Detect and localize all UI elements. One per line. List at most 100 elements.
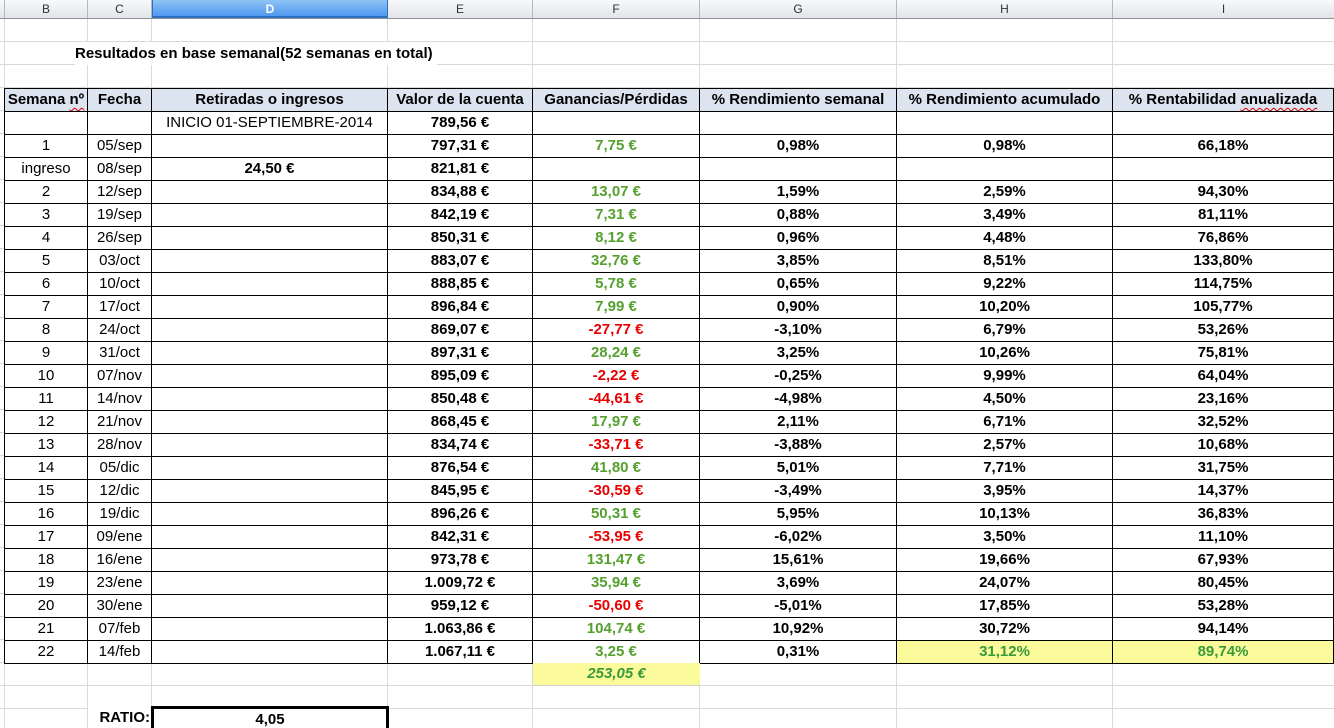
cell-weekly-return[interactable]: -4,98% <box>700 388 897 411</box>
cell-deposit[interactable] <box>152 618 388 641</box>
cell-date[interactable]: 07/nov <box>88 365 152 388</box>
cell-accumulated-return[interactable] <box>897 112 1113 135</box>
cell-accumulated-return[interactable]: 10,26% <box>897 342 1113 365</box>
cell-deposit[interactable] <box>152 135 388 158</box>
cell-annualized-return[interactable]: 53,28% <box>1113 595 1334 618</box>
header-valor[interactable]: Valor de la cuenta <box>388 89 533 112</box>
cell-week[interactable]: 8 <box>5 319 88 342</box>
cell-annualized-return[interactable]: 67,93% <box>1113 549 1334 572</box>
cell-date[interactable]: 12/dic <box>88 480 152 503</box>
cell-date[interactable]: 07/feb <box>88 618 152 641</box>
cell-week[interactable]: 17 <box>5 526 88 549</box>
cell-weekly-return[interactable]: -3,49% <box>700 480 897 503</box>
cell-deposit[interactable] <box>152 434 388 457</box>
cell-annualized-return[interactable]: 32,52% <box>1113 411 1334 434</box>
cell-week[interactable]: ingreso <box>5 158 88 181</box>
cell-accumulated-return[interactable]: 7,71% <box>897 457 1113 480</box>
cell-date[interactable]: 14/feb <box>88 641 152 664</box>
cell-account-value[interactable]: 868,45 € <box>388 411 533 434</box>
column-header-I[interactable]: I <box>1113 0 1334 18</box>
cell-accumulated-return[interactable]: 24,07% <box>897 572 1113 595</box>
cell-deposit[interactable] <box>152 250 388 273</box>
cell-account-value[interactable]: 869,07 € <box>388 319 533 342</box>
cell-deposit[interactable] <box>152 503 388 526</box>
cell-date[interactable]: 17/oct <box>88 296 152 319</box>
cell-week[interactable]: 15 <box>5 480 88 503</box>
cell-annualized-return[interactable]: 23,16% <box>1113 388 1334 411</box>
cell-gain-loss[interactable]: -2,22 € <box>533 365 700 388</box>
cell-deposit[interactable] <box>152 227 388 250</box>
cell-date[interactable]: 30/ene <box>88 595 152 618</box>
cell-deposit[interactable] <box>152 480 388 503</box>
cell-date[interactable]: 05/dic <box>88 457 152 480</box>
cell-deposit[interactable] <box>152 411 388 434</box>
cell-weekly-return[interactable]: 0,31% <box>700 641 897 664</box>
cell-account-value[interactable]: 895,09 € <box>388 365 533 388</box>
cell-account-value[interactable]: 959,12 € <box>388 595 533 618</box>
cell-annualized-return[interactable]: 75,81% <box>1113 342 1334 365</box>
cell-account-value[interactable]: 789,56 € <box>388 112 533 135</box>
column-header-C[interactable]: C <box>88 0 152 18</box>
cell-weekly-return[interactable]: -3,10% <box>700 319 897 342</box>
cell-weekly-return[interactable]: 5,01% <box>700 457 897 480</box>
cell-date[interactable]: 31/oct <box>88 342 152 365</box>
cell-gain-loss[interactable]: 7,99 € <box>533 296 700 319</box>
header-rentabilidad[interactable]: % Rentabilidad anualizada <box>1113 89 1334 112</box>
cell-gain-loss[interactable]: 8,12 € <box>533 227 700 250</box>
header-ganancias[interactable]: Ganancias/Pérdidas <box>533 89 700 112</box>
cell-annualized-return[interactable] <box>1113 158 1334 181</box>
cell-account-value[interactable]: 897,31 € <box>388 342 533 365</box>
cell-gain-loss[interactable]: -50,60 € <box>533 595 700 618</box>
cell-annualized-return[interactable]: 81,11% <box>1113 204 1334 227</box>
cell-account-value[interactable]: 850,31 € <box>388 227 533 250</box>
cell-gain-loss[interactable]: 28,24 € <box>533 342 700 365</box>
cell-annualized-return[interactable]: 94,14% <box>1113 618 1334 641</box>
cell-date[interactable]: 12/sep <box>88 181 152 204</box>
cell-annualized-return[interactable]: 64,04% <box>1113 365 1334 388</box>
cell-week[interactable]: 9 <box>5 342 88 365</box>
cell-week[interactable]: 5 <box>5 250 88 273</box>
cell-annualized-return[interactable]: 105,77% <box>1113 296 1334 319</box>
cell-weekly-return[interactable]: -0,25% <box>700 365 897 388</box>
cell-week[interactable]: 3 <box>5 204 88 227</box>
sheet-title[interactable]: Resultados en base semanal(52 semanas en… <box>75 42 437 65</box>
column-header-F[interactable]: F <box>533 0 700 18</box>
cell-gain-loss[interactable]: -44,61 € <box>533 388 700 411</box>
cell-account-value[interactable]: 896,26 € <box>388 503 533 526</box>
cell-date[interactable]: 08/sep <box>88 158 152 181</box>
cell-accumulated-return[interactable]: 2,59% <box>897 181 1113 204</box>
cell-accumulated-return[interactable]: 10,13% <box>897 503 1113 526</box>
cell-account-value[interactable]: 821,81 € <box>388 158 533 181</box>
header-fecha[interactable]: Fecha <box>88 89 152 112</box>
cell-gain-loss[interactable]: 17,97 € <box>533 411 700 434</box>
cell-accumulated-return[interactable]: 8,51% <box>897 250 1113 273</box>
cell-date[interactable]: 28/nov <box>88 434 152 457</box>
cell-annualized-return[interactable]: 94,30% <box>1113 181 1334 204</box>
cell-gain-loss[interactable]: 32,76 € <box>533 250 700 273</box>
cell-annualized-return[interactable]: 14,37% <box>1113 480 1334 503</box>
cell-week[interactable]: 13 <box>5 434 88 457</box>
cell-annualized-return[interactable]: 10,68% <box>1113 434 1334 457</box>
cell-deposit[interactable] <box>152 319 388 342</box>
cell-accumulated-return[interactable]: 4,50% <box>897 388 1113 411</box>
cell-annualized-return[interactable]: 133,80% <box>1113 250 1334 273</box>
header-rendimiento-acumulado[interactable]: % Rendimiento acumulado <box>897 89 1113 112</box>
cell-week[interactable]: 11 <box>5 388 88 411</box>
cell-accumulated-return[interactable]: 17,85% <box>897 595 1113 618</box>
cell-gain-loss[interactable]: 7,31 € <box>533 204 700 227</box>
cell-gain-loss[interactable]: 41,80 € <box>533 457 700 480</box>
cell-weekly-return[interactable]: 3,25% <box>700 342 897 365</box>
total-gains-cell[interactable]: 253,05 € <box>533 663 700 686</box>
cell-account-value[interactable]: 876,54 € <box>388 457 533 480</box>
cell-account-value[interactable]: 973,78 € <box>388 549 533 572</box>
cell-account-value[interactable]: 1.067,11 € <box>388 641 533 664</box>
cell-week[interactable]: 10 <box>5 365 88 388</box>
column-header-E[interactable]: E <box>388 0 533 18</box>
cell-annualized-return[interactable]: 89,74% <box>1113 641 1334 664</box>
cell-annualized-return[interactable]: 11,10% <box>1113 526 1334 549</box>
cell-gain-loss[interactable]: 35,94 € <box>533 572 700 595</box>
cell-date[interactable]: 21/nov <box>88 411 152 434</box>
cell-annualized-return[interactable] <box>1113 112 1334 135</box>
cell-weekly-return[interactable] <box>700 158 897 181</box>
cell-gain-loss[interactable]: -27,77 € <box>533 319 700 342</box>
